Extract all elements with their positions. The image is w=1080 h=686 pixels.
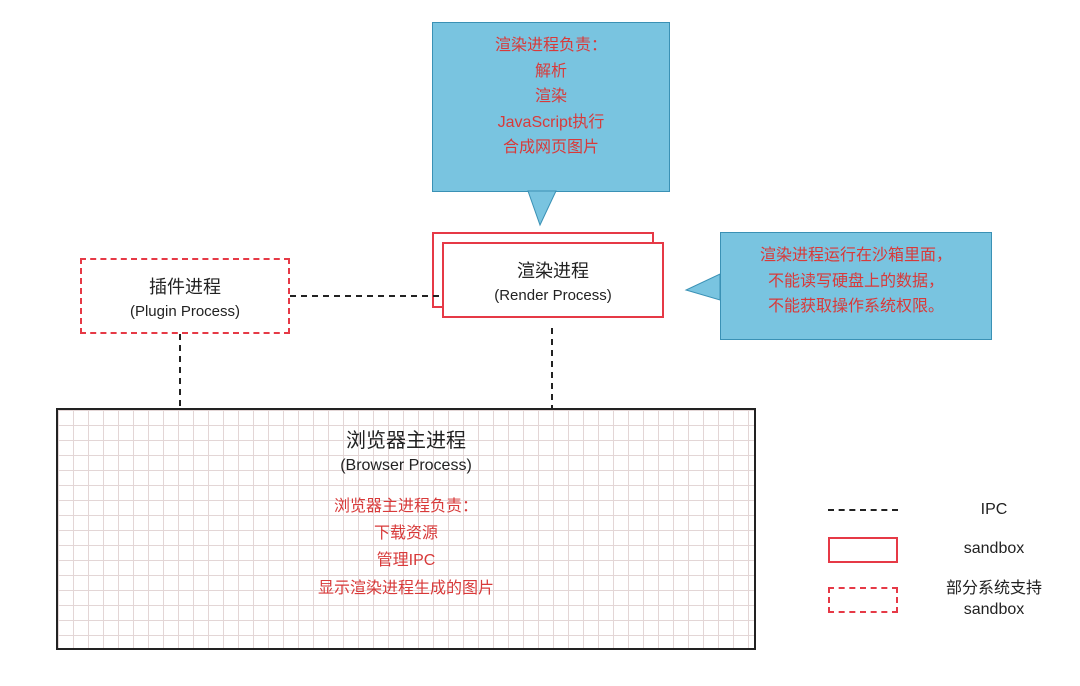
legend-item: IPC bbox=[828, 500, 1068, 521]
legend-item: sandbox bbox=[828, 537, 1068, 563]
plugin-process-node: 插件进程 (Plugin Process) bbox=[80, 258, 290, 334]
callout-line: 不能读写硬盘上的数据， bbox=[735, 269, 977, 295]
browser-process-node: 浏览器主进程 (Browser Process) 浏览器主进程负责：下载资源管理… bbox=[56, 408, 756, 650]
callout-line: 不能获取操作系统权限。 bbox=[735, 294, 977, 320]
render-process-node: 渲染进程 (Render Process) bbox=[442, 242, 664, 318]
legend-label: sandbox bbox=[920, 539, 1068, 560]
callout-line: 渲染进程运行在沙箱里面， bbox=[735, 243, 977, 269]
browser-subtitle: (Browser Process) bbox=[58, 457, 754, 475]
callout-render-duties: 渲染进程负责：解析渲染JavaScript执行合成网页图片 bbox=[432, 22, 670, 192]
legend: IPC sandbox 部分系统支持sandbox bbox=[828, 500, 1068, 636]
plugin-subtitle: (Plugin Process) bbox=[130, 303, 240, 320]
browser-desc-line: 管理IPC bbox=[58, 547, 754, 574]
callout-render-sandbox: 渲染进程运行在沙箱里面，不能读写硬盘上的数据，不能获取操作系统权限。 bbox=[720, 232, 992, 340]
browser-title: 浏览器主进程 bbox=[58, 424, 754, 453]
browser-desc: 浏览器主进程负责：下载资源管理IPC显示渲染进程生成的图片 bbox=[58, 493, 754, 602]
browser-desc-line: 显示渲染进程生成的图片 bbox=[58, 575, 754, 602]
callout-line: JavaScript执行 bbox=[447, 110, 655, 136]
legend-dashed-box-icon bbox=[828, 587, 898, 613]
browser-desc-line: 浏览器主进程负责： bbox=[58, 493, 754, 520]
callout-line: 渲染进程负责： bbox=[447, 33, 655, 59]
legend-label: IPC bbox=[920, 500, 1068, 521]
callout-tail-icon bbox=[686, 270, 726, 310]
render-subtitle: (Render Process) bbox=[494, 287, 612, 304]
render-title: 渲染进程 bbox=[517, 257, 589, 283]
legend-solid-box-icon bbox=[828, 537, 898, 563]
callout-line: 渲染 bbox=[447, 84, 655, 110]
legend-label: 部分系统支持sandbox bbox=[920, 579, 1068, 621]
callout-line: 合成网页图片 bbox=[447, 135, 655, 161]
plugin-title: 插件进程 bbox=[149, 273, 221, 299]
callout-tail-icon bbox=[522, 191, 562, 231]
legend-item: 部分系统支持sandbox bbox=[828, 579, 1068, 621]
callout-line: 解析 bbox=[447, 59, 655, 85]
browser-desc-line: 下载资源 bbox=[58, 520, 754, 547]
legend-dashed-line-icon bbox=[828, 509, 898, 511]
